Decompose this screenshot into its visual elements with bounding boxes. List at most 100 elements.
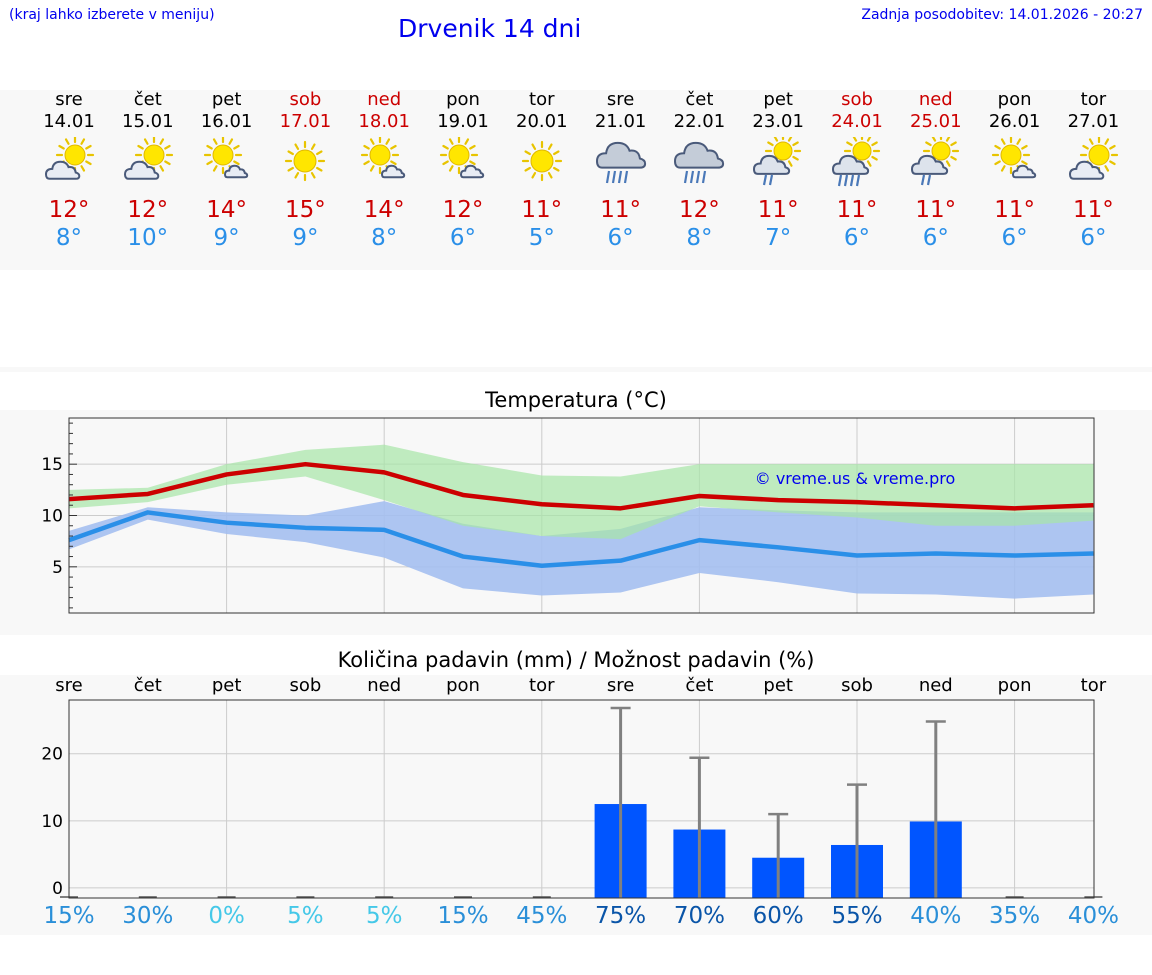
day-name: sre xyxy=(606,89,635,110)
forecast-band xyxy=(0,90,1152,270)
day-column: tor 20.01 xyxy=(497,89,587,133)
min-temperature: 6° xyxy=(1080,225,1107,251)
precip-probability: 40% xyxy=(910,903,962,929)
y-tick-label: 5 xyxy=(52,558,63,578)
max-temperature: 12° xyxy=(442,197,484,223)
temperature-chart: 5 10 15 © vreme.us & vreme.pro xyxy=(41,417,1095,614)
day-date: 17.01 xyxy=(279,111,332,132)
max-temperature: 11° xyxy=(600,197,641,223)
precip-probability: 30% xyxy=(122,903,174,929)
day-name: tor xyxy=(529,89,555,110)
day-date: 23.01 xyxy=(752,111,804,132)
precip-probability: 5% xyxy=(365,903,403,929)
precip-day-label: čet xyxy=(133,675,162,696)
max-temperature: 12° xyxy=(127,197,169,223)
day-column: ned 25.01 xyxy=(891,89,981,133)
max-temperature: 11° xyxy=(915,197,957,223)
max-temperature: 14° xyxy=(363,197,405,223)
precip-day-label: ned xyxy=(918,675,953,696)
day-column: čet 15.01 xyxy=(103,89,193,133)
day-column: pon 26.01 xyxy=(970,89,1060,133)
precip-probability: 15% xyxy=(437,903,489,929)
precip-probability: 60% xyxy=(752,903,804,929)
day-column: čet 22.01 xyxy=(654,89,744,133)
day-column: pet 23.01 xyxy=(733,89,823,133)
sun-small-cloud-icon xyxy=(203,137,248,179)
day-name: pon xyxy=(446,89,480,110)
day-date: 20.01 xyxy=(516,111,568,132)
max-temperature: 15° xyxy=(285,197,326,223)
min-temperature-line xyxy=(68,510,1094,569)
day-date: 19.01 xyxy=(437,111,489,132)
min-temperature: 8° xyxy=(371,225,398,251)
day-column: pon 19.01 xyxy=(418,89,508,133)
precip-probability: 15% xyxy=(43,903,95,929)
precip-probability: 5% xyxy=(287,903,324,929)
day-column: sre 21.01 xyxy=(576,89,666,133)
precip-day-label: pet xyxy=(211,675,242,696)
day-name: sre xyxy=(55,89,83,110)
day-name: sob xyxy=(841,89,873,110)
min-temperature: 9° xyxy=(213,225,240,251)
min-temperature: 6° xyxy=(922,225,949,251)
max-temperature: 12° xyxy=(679,197,720,223)
min-temperature: 6° xyxy=(607,225,634,251)
max-temperature: 12° xyxy=(48,197,90,223)
min-temperature: 6° xyxy=(449,225,477,251)
precip-day-label: pon xyxy=(446,675,480,696)
sun-cloud-icon xyxy=(45,137,95,180)
min-temperature: 8° xyxy=(686,225,713,251)
sun-icon xyxy=(521,140,562,182)
sun-cloud-light-rain-icon xyxy=(753,137,802,186)
sun-small-cloud-icon xyxy=(991,137,1036,179)
precip-probability: 40% xyxy=(1067,903,1119,929)
precip-probability: 0% xyxy=(208,903,245,929)
min-temperature: 6° xyxy=(843,225,871,251)
y-tick-label: 0 xyxy=(52,879,63,899)
precip-probability: 70% xyxy=(673,903,725,929)
max-temperature: 11° xyxy=(1073,197,1114,223)
day-name: pon xyxy=(997,89,1032,110)
day-date: 18.01 xyxy=(358,111,410,132)
max-temperature: 11° xyxy=(994,197,1035,223)
day-date: 25.01 xyxy=(910,111,962,132)
precip-day-label: sob xyxy=(841,675,873,696)
day-column: sre 14.01 xyxy=(24,89,114,133)
min-temperature: 5° xyxy=(528,225,555,251)
day-date: 24.01 xyxy=(831,111,883,132)
max-temperature: 11° xyxy=(836,197,878,223)
day-name: čet xyxy=(133,89,162,110)
day-name: sob xyxy=(289,89,322,110)
day-name: ned xyxy=(367,89,402,110)
day-column: ned 18.01 xyxy=(339,89,429,133)
y-tick-label: 10 xyxy=(41,812,63,832)
day-name: čet xyxy=(685,89,714,110)
rain-cloud-icon xyxy=(595,141,646,184)
y-tick-label: 15 xyxy=(41,455,63,475)
min-temperature: 7° xyxy=(765,225,792,251)
sun-cloud-icon xyxy=(1069,137,1119,180)
precip-day-label: sre xyxy=(55,675,83,696)
temperature-chart-title: Temperatura (°C) xyxy=(485,388,667,412)
day-column: tor 27.01 xyxy=(1048,89,1138,133)
day-column: sob 24.01 xyxy=(812,89,902,133)
precip-day-label: pon xyxy=(997,675,1032,696)
min-temperature: 6° xyxy=(1001,225,1028,251)
divider xyxy=(0,367,1152,372)
min-range-band xyxy=(69,501,1094,599)
y-tick-label: 20 xyxy=(41,745,63,765)
precip-probability: 45% xyxy=(516,903,568,929)
day-date: 15.01 xyxy=(122,111,174,132)
day-date: 16.01 xyxy=(200,111,253,132)
last-updated: Zadnja posodobitev: 14.01.2026 - 20:27 xyxy=(861,7,1143,23)
y-tick-label: 10 xyxy=(41,507,63,527)
day-date: 27.01 xyxy=(1067,111,1120,132)
day-name: tor xyxy=(1080,89,1107,110)
precip-chart-title: Količina padavin (mm) / Možnost padavin … xyxy=(337,648,815,672)
precip-day-label: sob xyxy=(289,675,322,696)
precip-day-label: čet xyxy=(685,675,714,696)
day-name: pet xyxy=(211,89,242,110)
day-date: 22.01 xyxy=(673,111,726,132)
precip-chart: 0 10 20 xyxy=(41,699,1103,899)
max-temperature: 11° xyxy=(757,197,799,223)
